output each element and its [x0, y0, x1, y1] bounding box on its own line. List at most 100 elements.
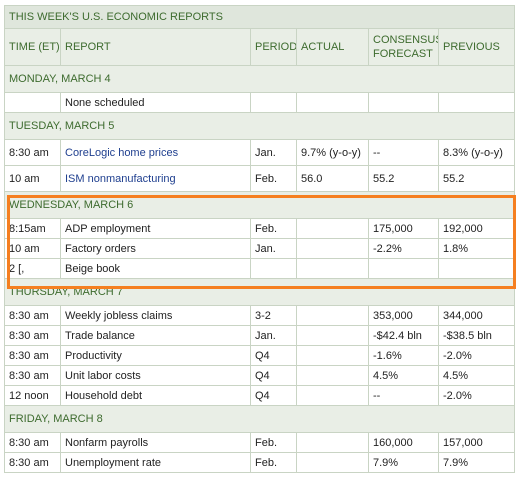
- cell-period: Feb.: [250, 165, 297, 192]
- table-row: 8:30 am Weekly jobless claims 3-2 353,000 34…: [4, 305, 516, 326]
- cell-actual: [296, 365, 369, 386]
- cell-report: Factory orders: [60, 238, 251, 259]
- header-time: TIME (ET): [4, 28, 61, 66]
- header-consensus-line1: CONSENSUS: [373, 34, 439, 46]
- header-actual: ACTUAL: [296, 28, 369, 66]
- cell-consensus: --: [368, 139, 439, 166]
- table-row: 2 [, Beige book: [4, 258, 516, 279]
- cell-report: Productivity: [60, 345, 251, 366]
- cell-report: Nonfarm payrolls: [60, 432, 251, 453]
- day-label: TUESDAY, MARCH 5: [3, 112, 516, 140]
- cell-time: 8:30 am: [4, 305, 61, 326]
- cell-time: [4, 92, 61, 113]
- report-link[interactable]: ISM nonmanufacturing: [65, 172, 176, 185]
- cell-actual: [296, 92, 369, 113]
- cell-previous: 192,000: [437, 218, 516, 239]
- table-row: 8:30 am CoreLogic home prices Jan. 9.7% (y-…: [4, 139, 516, 166]
- cell-consensus: -$42.4 bln: [368, 325, 439, 346]
- cell-previous: 7.9%: [437, 452, 516, 473]
- header-consensus: CONSENSUS FORECAST: [368, 28, 439, 66]
- header-period: PERIOD: [250, 28, 297, 66]
- cell-actual: [296, 432, 369, 453]
- day-header-row: THURSDAY, MARCH 7: [3, 278, 516, 306]
- header-previous: PREVIOUS: [437, 28, 516, 66]
- cell-previous: [437, 258, 516, 279]
- day-header-row: MONDAY, MARCH 4: [3, 65, 516, 93]
- cell-report: Unit labor costs: [60, 365, 251, 386]
- table-row: 8:30 am Trade balance Jan. -$42.4 bln -$38.5…: [4, 325, 516, 346]
- cell-period: Q4: [250, 365, 297, 386]
- economic-reports-table: THIS WEEK'S U.S. ECONOMIC REPORTS TIME (…: [3, 5, 516, 473]
- cell-time: 8:30 am: [4, 432, 61, 453]
- cell-time: 10 am: [4, 165, 61, 192]
- cell-report: ISM nonmanufacturing: [60, 165, 251, 192]
- cell-actual: [296, 452, 369, 473]
- cell-time: 8:30 am: [4, 345, 61, 366]
- cell-previous: 344,000: [437, 305, 516, 326]
- day-label: MONDAY, MARCH 4: [3, 65, 516, 93]
- economic-reports-panel: THIS WEEK'S U.S. ECONOMIC REPORTS TIME (…: [3, 5, 516, 473]
- cell-consensus: [368, 92, 439, 113]
- cell-previous: -2.0%: [437, 345, 516, 366]
- table-row: 8:30 am Nonfarm payrolls Feb. 160,000 157,00…: [4, 432, 516, 453]
- cell-period: Q4: [250, 385, 297, 406]
- cell-actual: [296, 258, 369, 279]
- cell-actual: 56.0: [296, 165, 369, 192]
- cell-time: 12 noon: [4, 385, 61, 406]
- cell-previous: 55.2: [437, 165, 516, 192]
- cell-time: 10 am: [4, 238, 61, 259]
- cell-time: 8:30 am: [4, 452, 61, 473]
- cell-consensus: --: [368, 385, 439, 406]
- cell-period: 3-2: [250, 305, 297, 326]
- cell-actual: [296, 218, 369, 239]
- cell-previous: 4.5%: [437, 365, 516, 386]
- report-link[interactable]: CoreLogic home prices: [65, 146, 179, 159]
- cell-consensus: 55.2: [368, 165, 439, 192]
- day-header-row: WEDNESDAY, MARCH 6: [3, 191, 516, 219]
- table-row: 10 am Factory orders Jan. -2.2% 1.8%: [4, 238, 516, 259]
- cell-period: Feb.: [250, 218, 297, 239]
- cell-report: None scheduled: [60, 92, 251, 113]
- cell-report: CoreLogic home prices: [60, 139, 251, 166]
- cell-actual: [296, 238, 369, 259]
- table-title-row: THIS WEEK'S U.S. ECONOMIC REPORTS: [3, 5, 516, 29]
- cell-previous: 1.8%: [437, 238, 516, 259]
- cell-consensus: 160,000: [368, 432, 439, 453]
- cell-consensus: -1.6%: [368, 345, 439, 366]
- cell-period: [250, 92, 297, 113]
- cell-period: Feb.: [250, 452, 297, 473]
- day-label: THURSDAY, MARCH 7: [3, 278, 516, 306]
- cell-previous: 8.3% (y-o-y): [437, 139, 516, 166]
- table-row: 10 am ISM nonmanufacturing Feb. 56.0 55.2 55.…: [4, 165, 516, 192]
- cell-previous: [437, 92, 516, 113]
- table-row: 8:30 am Unit labor costs Q4 4.5% 4.5%: [4, 365, 516, 386]
- cell-report: ADP employment: [60, 218, 251, 239]
- cell-time: 2 [,: [4, 258, 61, 279]
- cell-period: [250, 258, 297, 279]
- table-row: 12 noon Household debt Q4 -- -2.0%: [4, 385, 516, 406]
- cell-consensus: 175,000: [368, 218, 439, 239]
- cell-report: Unemployment rate: [60, 452, 251, 473]
- cell-period: Q4: [250, 345, 297, 366]
- cell-actual: [296, 305, 369, 326]
- cell-consensus: [368, 258, 439, 279]
- day-label: WEDNESDAY, MARCH 6: [3, 191, 516, 219]
- cell-previous: 157,000: [437, 432, 516, 453]
- table-row: None scheduled: [4, 92, 516, 113]
- table-row: 8:30 am Unemployment rate Feb. 7.9% 7.9%: [4, 452, 516, 473]
- day-label: FRIDAY, MARCH 8: [3, 405, 516, 433]
- table-row: 8:15am ADP employment Feb. 175,000 192,000: [4, 218, 516, 239]
- header-consensus-line2: FORECAST: [373, 48, 433, 60]
- cell-consensus: 7.9%: [368, 452, 439, 473]
- cell-actual: [296, 325, 369, 346]
- cell-period: Jan.: [250, 238, 297, 259]
- day-header-row: TUESDAY, MARCH 5: [3, 112, 516, 140]
- cell-actual: [296, 345, 369, 366]
- table-title: THIS WEEK'S U.S. ECONOMIC REPORTS: [3, 5, 516, 29]
- cell-report: Beige book: [60, 258, 251, 279]
- cell-period: Feb.: [250, 432, 297, 453]
- table-row: 8:30 am Productivity Q4 -1.6% -2.0%: [4, 345, 516, 366]
- cell-consensus: 4.5%: [368, 365, 439, 386]
- cell-report: Weekly jobless claims: [60, 305, 251, 326]
- cell-actual: 9.7% (y-o-y): [296, 139, 369, 166]
